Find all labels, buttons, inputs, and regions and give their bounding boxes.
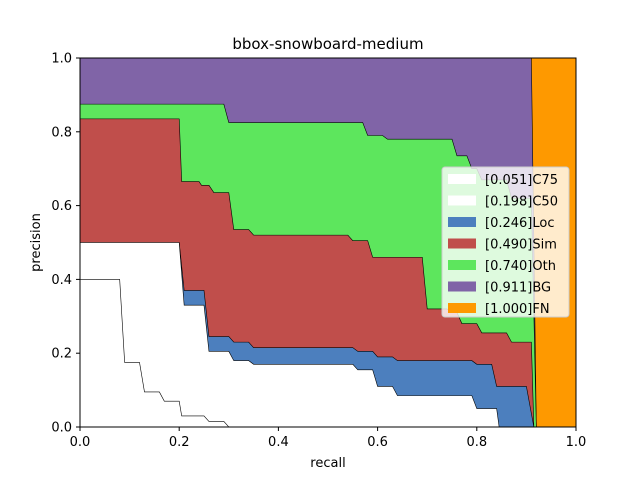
x-tick-label: 0.0: [70, 435, 91, 450]
legend-swatch: [448, 260, 476, 270]
legend-label: [0.911]BG: [485, 281, 551, 296]
legend-label: [1.000]FN: [485, 302, 550, 317]
legend-swatch: [448, 195, 476, 206]
y-tick-label: 0.4: [51, 273, 72, 288]
y-tick-label: 0.8: [51, 125, 72, 140]
x-tick-label: 0.2: [169, 435, 190, 450]
legend-label: [0.490]Sim: [485, 238, 557, 253]
plot-frame: [79, 57, 577, 428]
y-axis-label: precision: [29, 213, 44, 272]
legend-swatch: [448, 303, 476, 313]
x-axis-label: recall: [310, 456, 345, 471]
x-tick-label: 0.8: [466, 435, 487, 450]
x-tick-label: 0.4: [268, 435, 289, 450]
legend-swatch: [448, 281, 476, 292]
curve-0-490-sim: [80, 118, 576, 428]
legend-swatch: [448, 238, 476, 249]
x-tick-label: 0.6: [367, 435, 388, 450]
y-tick-label: 0.6: [51, 199, 72, 214]
legend: [0.051]C75 [0.198]C50 [0.246]Loc [0.490]Sim…: [441, 166, 570, 318]
curve-0-246-loc: [80, 242, 576, 428]
legend-swatch: [448, 217, 476, 227]
plot-areas: [80, 57, 576, 428]
legend-label: [0.740]Oth: [485, 259, 556, 274]
y-tick-label: 1.0: [51, 52, 72, 67]
y-axis: 0.0 0.2 0.4 0.6 0.8 1.0: [51, 52, 80, 436]
legend-label: [0.198]C50: [485, 195, 558, 210]
legend-swatch: [448, 174, 476, 184]
legend-label: [0.246]Loc: [485, 216, 554, 231]
curve-0-051-c75: [80, 279, 576, 428]
area-0-051-c75: [80, 279, 576, 427]
x-axis: 0.0 0.2 0.4 0.6 0.8 1.0: [70, 427, 587, 450]
y-tick-label: 0.2: [51, 347, 72, 362]
x-tick-label: 1.0: [566, 435, 587, 450]
y-tick-label: 0.0: [51, 421, 72, 436]
area-0-198-c50: [80, 242, 576, 427]
curve-0-198-c50: [80, 242, 576, 428]
legend-label: [0.051]C75: [485, 173, 558, 188]
chart-title: bbox-snowboard-medium: [232, 35, 423, 53]
